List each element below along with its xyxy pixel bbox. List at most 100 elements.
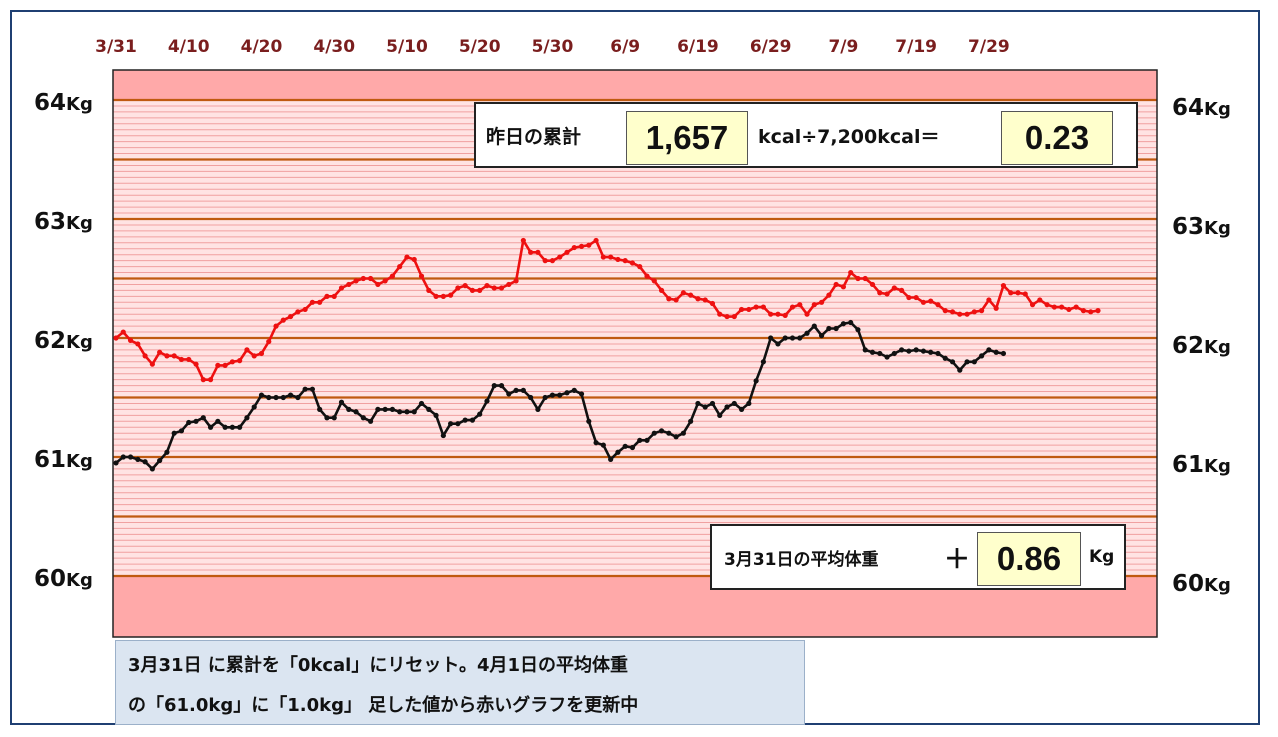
red-data-point xyxy=(797,302,803,308)
red-data-point xyxy=(542,258,548,264)
black-data-point xyxy=(913,347,919,353)
black-data-point xyxy=(600,442,606,448)
red-data-point xyxy=(411,256,417,263)
red-data-point xyxy=(455,285,461,291)
red-data-point xyxy=(673,297,679,303)
red-data-point xyxy=(717,311,723,317)
red-data-point xyxy=(338,285,345,291)
black-data-point xyxy=(317,406,323,412)
black-data-point xyxy=(804,330,810,336)
black-data-point xyxy=(731,400,737,407)
red-data-point xyxy=(1029,302,1036,308)
black-data-point xyxy=(324,415,330,421)
x-tick-label: 4/30 xyxy=(313,37,355,57)
red-data-point xyxy=(695,296,701,302)
red-data-point xyxy=(637,264,643,270)
black-data-point xyxy=(884,354,890,360)
red-data-point xyxy=(906,294,912,301)
black-data-point xyxy=(855,327,861,333)
x-tick-label: 7/19 xyxy=(895,37,937,57)
red-data-point xyxy=(513,278,519,284)
y-tick-unit: Kg xyxy=(1204,575,1231,596)
red-data-point xyxy=(600,254,606,260)
red-data-point xyxy=(615,256,621,263)
red-data-point xyxy=(404,254,410,260)
black-data-point xyxy=(382,406,388,412)
black-data-point xyxy=(120,454,126,460)
red-data-point xyxy=(899,287,905,293)
red-data-point xyxy=(949,309,956,315)
y-tick-label-right: 60Kg xyxy=(1172,571,1231,597)
red-data-point xyxy=(877,290,883,296)
average-weight-unit: Kg xyxy=(1089,547,1115,567)
red-data-point xyxy=(593,237,599,244)
red-data-point xyxy=(178,356,185,363)
red-data-point xyxy=(193,361,199,367)
black-data-point xyxy=(673,434,679,440)
black-data-point xyxy=(498,383,505,389)
red-data-point xyxy=(818,299,825,305)
calorie-summary-label: 昨日の累計 xyxy=(486,125,582,148)
calorie-summary-box: 昨日の累計 1,657 kcal÷7,200kcal＝ 0.23 xyxy=(474,102,1138,168)
red-data-point xyxy=(935,302,941,308)
red-data-point xyxy=(157,349,163,355)
black-data-point xyxy=(346,406,352,412)
black-data-point xyxy=(462,417,468,423)
red-data-point xyxy=(1059,304,1065,310)
red-data-point xyxy=(564,249,570,255)
red-data-point xyxy=(804,311,810,317)
black-data-point xyxy=(404,409,410,415)
black-data-point xyxy=(564,390,570,396)
red-data-point xyxy=(1008,290,1014,296)
red-data-point xyxy=(375,281,381,288)
y-axis-weight-labels: 64Kg 64Kg 63Kg 63Kg 62Kg 62Kg 61Kg 61Kg 60Kg 60Kg xyxy=(34,90,1231,597)
red-data-point xyxy=(448,292,454,298)
red-data-point xyxy=(688,292,694,298)
red-data-point xyxy=(622,258,628,264)
black-data-point xyxy=(142,459,148,465)
y-tick-unit: Kg xyxy=(1204,99,1231,120)
black-data-point xyxy=(688,418,694,424)
black-data-point xyxy=(280,394,286,401)
average-weight-value-box: 0.86 xyxy=(977,532,1081,586)
black-data-point xyxy=(397,409,403,415)
black-data-point xyxy=(848,319,854,326)
red-data-point xyxy=(964,311,970,317)
black-data-point xyxy=(164,449,170,455)
average-weight-box: 3月31日の平均体重 ＋ 0.86 Kg xyxy=(710,524,1126,590)
red-data-point xyxy=(149,361,155,367)
black-data-point xyxy=(433,412,439,418)
black-data-point xyxy=(200,415,206,421)
black-data-point xyxy=(244,415,250,421)
black-data-point xyxy=(571,387,577,393)
red-data-point xyxy=(1066,306,1072,313)
black-data-point xyxy=(469,417,476,423)
red-data-point xyxy=(237,358,243,364)
red-data-point xyxy=(869,281,876,288)
red-data-point xyxy=(215,362,221,368)
black-data-point xyxy=(629,444,636,451)
red-data-point xyxy=(1022,291,1028,297)
black-data-point xyxy=(426,406,432,412)
black-data-point xyxy=(717,412,723,418)
red-data-point xyxy=(418,273,425,279)
black-data-point xyxy=(149,466,155,472)
red-data-point xyxy=(367,275,374,282)
red-data-point xyxy=(957,311,963,317)
red-data-point xyxy=(273,323,279,329)
black-data-point xyxy=(666,430,672,436)
weight-loss-result-box: 0.23 xyxy=(1001,111,1113,165)
x-tick-label: 7/9 xyxy=(828,37,858,57)
red-data-point xyxy=(680,290,686,296)
red-data-point xyxy=(462,283,468,289)
red-data-point xyxy=(142,353,148,359)
black-data-point xyxy=(331,415,337,421)
y-tick-unit: Kg xyxy=(66,94,93,115)
black-data-point xyxy=(258,392,265,398)
black-data-point xyxy=(535,406,541,412)
black-data-point xyxy=(186,419,192,426)
black-data-point xyxy=(942,355,948,361)
plus-sign: ＋ xyxy=(944,544,971,575)
y-tick-label-left: 61Kg xyxy=(34,447,93,473)
black-data-point xyxy=(789,335,796,341)
